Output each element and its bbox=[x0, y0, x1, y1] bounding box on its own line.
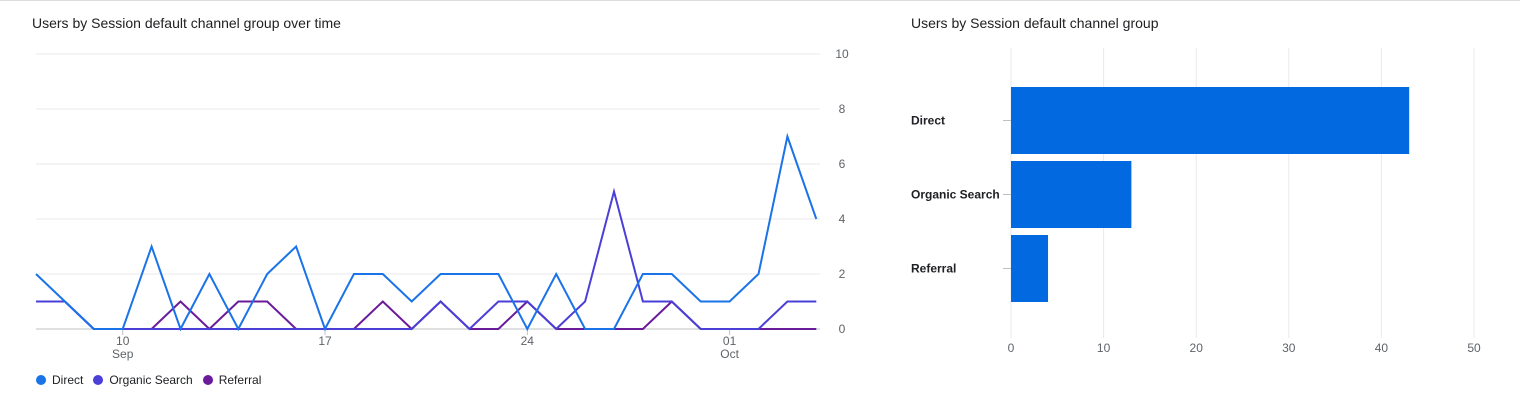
legend-item-direct[interactable]: Direct bbox=[36, 373, 83, 387]
x-tick-label: 50 bbox=[1467, 341, 1481, 355]
bar-organic-search[interactable] bbox=[1011, 161, 1132, 228]
category-label: Referral bbox=[911, 262, 956, 276]
x-tick-label: 40 bbox=[1375, 341, 1389, 355]
x-tick-label: 20 bbox=[1190, 341, 1204, 355]
y-tick-label: 10 bbox=[835, 47, 849, 61]
y-tick-label: 2 bbox=[839, 267, 846, 281]
x-tick-label-month: Oct bbox=[720, 347, 739, 361]
x-tick-label: 10 bbox=[1097, 341, 1111, 355]
top-divider bbox=[0, 0, 1520, 1]
legend-item-referral[interactable]: Referral bbox=[202, 373, 262, 387]
legend-item-organic-search[interactable]: Organic Search bbox=[93, 373, 193, 387]
y-tick-label: 4 bbox=[839, 212, 846, 226]
series-line-organic-search bbox=[36, 187, 817, 331]
x-tick-label: 10 bbox=[116, 334, 130, 348]
x-tick-label: 17 bbox=[318, 334, 332, 348]
y-tick-label: 0 bbox=[839, 322, 846, 336]
x-tick-label-month: Sep bbox=[112, 347, 134, 361]
category-label: Organic Search bbox=[911, 188, 1000, 202]
bar-chart-title: Users by Session default channel group bbox=[911, 15, 1159, 31]
x-tick-label: 24 bbox=[521, 334, 535, 348]
y-tick-label: 6 bbox=[839, 157, 846, 171]
category-label: Direct bbox=[911, 114, 945, 128]
legend-label: Referral bbox=[218, 373, 262, 387]
legend-label: Direct bbox=[52, 373, 84, 387]
bar-referral[interactable] bbox=[1011, 235, 1049, 302]
line-chart-title: Users by Session default channel group o… bbox=[32, 15, 341, 31]
line-chart-legend: Direct Organic Search Referral bbox=[36, 373, 271, 387]
x-tick-label: 01 bbox=[723, 334, 737, 348]
series-line-direct bbox=[35, 132, 818, 332]
legend-dot-icon bbox=[202, 375, 213, 385]
y-tick-label: 8 bbox=[839, 102, 846, 116]
legend-label: Organic Search bbox=[109, 373, 193, 387]
x-tick-label: 0 bbox=[1008, 341, 1015, 355]
x-tick-label: 30 bbox=[1282, 341, 1296, 355]
legend-dot-icon bbox=[93, 375, 104, 385]
legend-dot-icon bbox=[36, 375, 46, 385]
bar-direct[interactable] bbox=[1011, 87, 1410, 154]
